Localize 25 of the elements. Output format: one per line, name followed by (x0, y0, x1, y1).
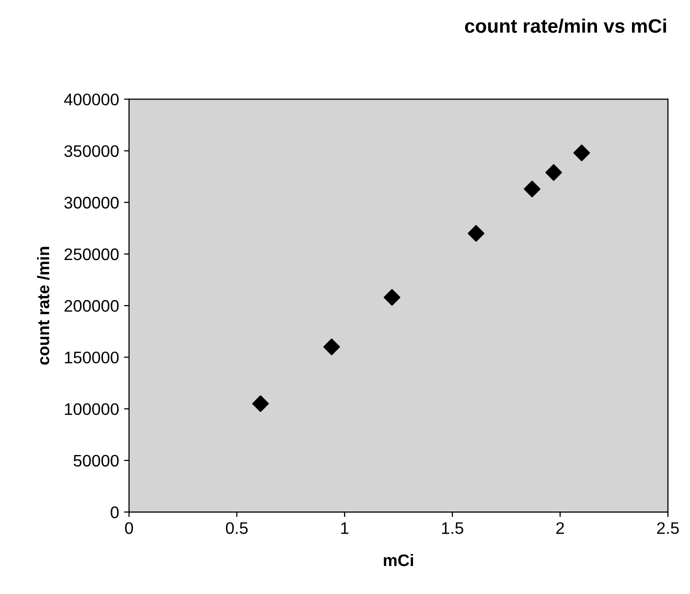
x-axis-title: mCi (384, 554, 414, 566)
point (252, 395, 269, 412)
x-tick-label: 2.5 (657, 522, 679, 534)
point (573, 144, 590, 162)
x-tick-label: 0.5 (226, 522, 248, 534)
y-tick-label: 300000 (64, 196, 119, 209)
y-tick-label: 350000 (64, 145, 119, 158)
y-tick-label: 50000 (74, 454, 119, 467)
y-axis-title: count rate /min (37, 246, 50, 365)
point (524, 180, 540, 198)
y-tick-label: 150000 (64, 352, 119, 364)
y-tick-label: 250000 (64, 248, 119, 260)
y-tick-label: 100000 (64, 403, 119, 416)
y-tick-label: 200000 (64, 300, 119, 312)
x-tick-label: 2 (556, 522, 564, 534)
point (384, 289, 400, 306)
x-tick-label: 1.5 (442, 522, 464, 534)
y-tick-label: 400000 (64, 94, 119, 106)
y-tick-label: 0 (110, 506, 119, 518)
point (468, 225, 484, 242)
point (545, 164, 562, 181)
point (323, 338, 340, 356)
x-tick-label: 0 (125, 522, 134, 534)
x-tick-label: 1 (341, 522, 348, 534)
chart-title: count rate/min vs mCi (465, 18, 666, 34)
